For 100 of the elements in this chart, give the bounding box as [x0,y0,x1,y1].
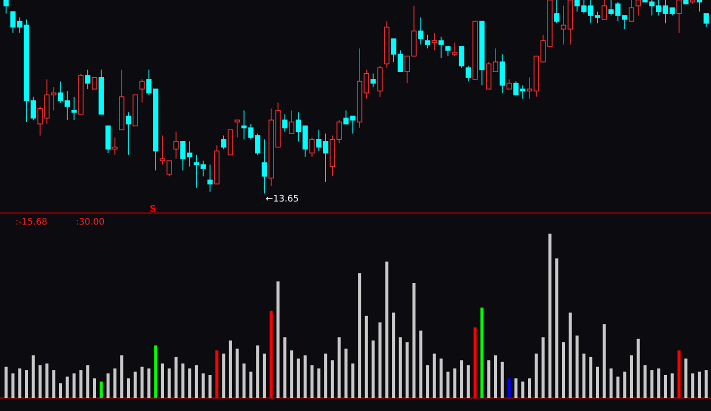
bar [79,370,82,398]
bar [147,368,150,398]
bar [670,373,674,398]
bar [242,364,246,398]
bar [616,376,620,398]
bar [684,358,688,398]
bar [542,337,545,398]
bar [236,348,239,398]
bar [174,356,178,398]
candlestick [704,13,709,28]
bar [562,342,566,398]
candlestick [466,65,471,82]
bar [344,348,348,398]
bar [378,322,382,398]
bar [86,365,90,398]
bar [338,337,341,398]
text: ←13.65 [266,194,298,202]
bar [276,281,280,398]
candlestick [37,106,43,136]
candlestick [126,112,132,156]
candlestick [506,78,512,90]
bar [181,364,184,398]
bar [650,370,654,398]
candlestick [234,120,240,138]
text: S [150,205,156,212]
candlestick [377,65,383,98]
bar [602,324,606,398]
bar [24,370,28,398]
candlestick [3,0,9,14]
bar [412,283,416,398]
bar [460,360,464,398]
bar [358,273,362,398]
bar [18,368,22,398]
candlestick [85,69,90,90]
bar [419,330,422,398]
bar [188,368,192,398]
bar [215,350,218,398]
bar [548,234,552,398]
bar [568,312,572,398]
bar [678,350,681,398]
bar [500,362,504,398]
bar [508,378,511,398]
bar [72,373,76,398]
bar [555,258,558,398]
bar [426,365,430,398]
candlestick [554,0,560,24]
bar [194,365,198,398]
bar [398,337,402,398]
bar [474,327,477,398]
candlestick [173,131,179,160]
bar [487,360,490,398]
bar [480,308,484,398]
bar [92,378,96,398]
candlestick [500,54,505,94]
bar [385,262,388,398]
text: :30.00 [76,218,104,225]
bar [664,375,667,398]
bar [514,378,518,398]
bar [66,376,69,398]
bar [290,350,294,398]
bar [45,364,48,398]
bar [228,340,232,398]
candlestick [452,42,458,57]
bar [270,310,273,398]
bar [256,345,260,398]
candlestick [139,78,145,104]
bar [528,378,532,398]
bar [208,375,212,398]
candlestick [220,135,226,150]
bar [364,316,368,398]
bar [52,370,56,398]
candlestick [424,34,430,49]
bar [704,370,708,398]
bar [521,382,524,398]
bar [494,355,498,398]
bar [576,336,579,398]
bar [283,337,286,398]
bar [392,312,396,398]
bar [657,368,660,398]
bar [630,355,634,398]
candlestick [105,125,111,154]
bar [160,364,164,398]
bar [126,378,130,398]
candlestick [309,137,315,158]
candlestick [432,32,437,51]
bar [351,364,354,398]
bar [453,368,456,398]
bar [610,368,613,398]
bar [534,354,538,398]
bar [262,354,266,398]
bar [691,373,694,398]
bar [317,368,320,398]
candlestick [112,137,118,156]
bar [100,382,103,398]
bar [32,355,35,398]
bar [4,366,8,398]
bar [168,368,171,398]
candlestick [282,114,288,132]
bar [11,373,14,398]
bar [466,365,470,398]
